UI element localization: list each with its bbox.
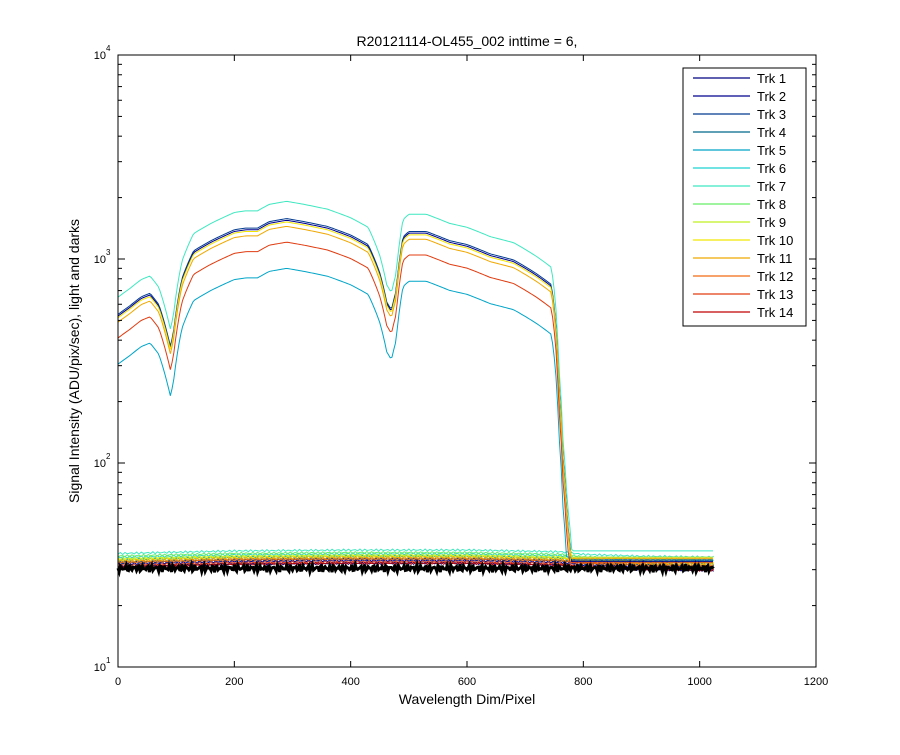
legend-label-5: Trk 5 xyxy=(757,143,786,158)
y-tick-label: 10 xyxy=(94,662,106,674)
y-tick-label: 10 xyxy=(94,458,106,470)
legend-label-12: Trk 12 xyxy=(757,269,793,284)
legend-items: Trk 1 Trk 2 Trk 3 Trk 4 Trk 5 Trk 6 Trk 7 Trk 8… xyxy=(693,71,793,320)
chart-title: R20121114-OL455_002 inttime = 6, xyxy=(357,33,578,49)
legend-label-6: Trk 6 xyxy=(757,161,786,176)
light-trace-10 xyxy=(117,221,714,558)
light-trace-13 xyxy=(117,241,714,564)
x-tick-label: 1200 xyxy=(804,676,828,688)
dark-trace-11 xyxy=(117,556,714,567)
legend-label-4: Trk 4 xyxy=(757,125,786,140)
legend-label-13: Trk 13 xyxy=(757,287,793,302)
dark-trace-2 xyxy=(117,558,714,570)
x-tick-label: 1000 xyxy=(687,676,711,688)
light-trace-11 xyxy=(117,225,714,560)
y-tick-exponent: 3 xyxy=(106,248,111,257)
x-tick-label: 0 xyxy=(115,676,121,688)
y-axis-label: Signal Intensity (ADU/pix/sec), light an… xyxy=(66,219,82,503)
x-tick-label: 600 xyxy=(458,676,476,688)
legend-label-11: Trk 11 xyxy=(757,251,792,266)
legend-label-9: Trk 9 xyxy=(757,215,786,230)
y-tick-exponent: 4 xyxy=(106,44,111,53)
legend-label-2: Trk 2 xyxy=(757,89,786,104)
y-tick-label: 10 xyxy=(94,50,106,62)
legend-label-3: Trk 3 xyxy=(757,107,786,122)
x-axis-label: Wavelength Dim/Pixel xyxy=(399,691,535,707)
dark-trace-12 xyxy=(117,557,714,568)
x-axis: 0 200 400 600 800 1000 1200 xyxy=(115,55,828,688)
x-tick-label: 200 xyxy=(225,676,243,688)
legend[interactable]: Trk 1 Trk 2 Trk 3 Trk 4 Trk 5 Trk 6 Trk 7 Trk 8… xyxy=(682,67,807,327)
y-tick-exponent: 1 xyxy=(106,656,111,665)
light-trace-7 xyxy=(117,200,714,552)
legend-label-8: Trk 8 xyxy=(757,197,786,212)
light-trace-2 xyxy=(117,219,714,562)
series-layer xyxy=(116,200,715,578)
x-tick-label: 400 xyxy=(341,676,359,688)
legend-label-7: Trk 7 xyxy=(757,179,786,194)
y-tick-exponent: 2 xyxy=(106,452,111,461)
legend-box xyxy=(682,67,807,327)
y-tick-label: 10 xyxy=(94,254,106,266)
legend-label-14: Trk 14 xyxy=(757,305,793,320)
dark-trace-7 xyxy=(117,548,714,559)
light-trace-3 xyxy=(117,218,714,561)
legend-label-10: Trk 10 xyxy=(757,233,793,248)
x-tick-label: 800 xyxy=(574,676,592,688)
legend-label-1: Trk 1 xyxy=(757,71,786,86)
dark-floor-trace xyxy=(116,558,715,578)
